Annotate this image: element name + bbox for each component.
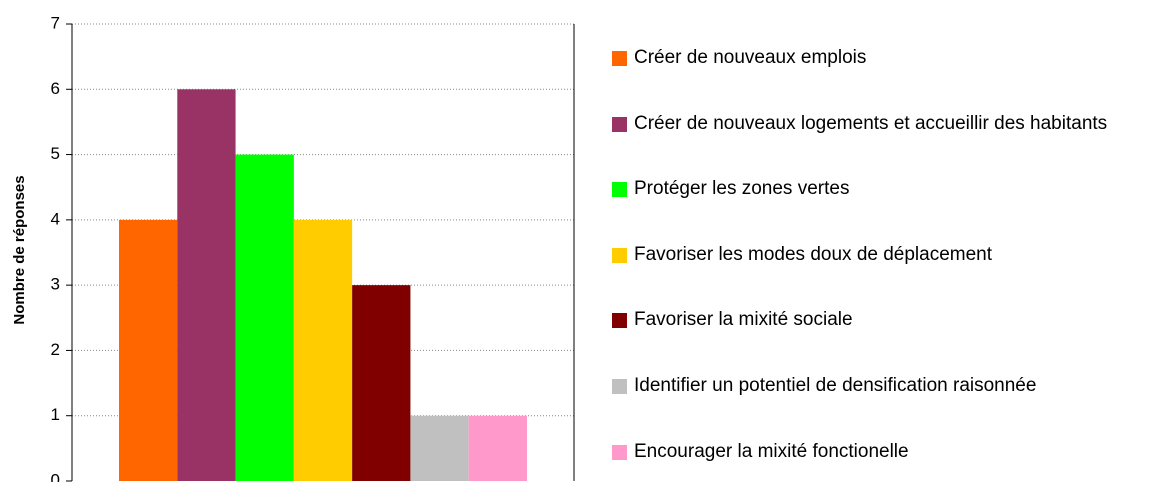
legend-swatch <box>612 313 627 329</box>
y-tick-label: 4 <box>51 209 60 228</box>
legend-item: Encourager la mixité fonctionelle <box>612 436 1168 467</box>
y-axis-label: Nombre de réponses <box>11 175 28 324</box>
y-tick-label: 2 <box>51 340 60 359</box>
legend-item: Créer de nouveaux logements et accueilli… <box>612 108 1168 139</box>
bar <box>352 285 411 481</box>
legend-item: Identifier un potentiel de densification… <box>612 370 1064 401</box>
legend-swatch <box>612 182 627 198</box>
legend-swatch <box>612 247 627 263</box>
legend-item: Favoriser les modes doux de déplacement <box>612 239 1168 270</box>
legend-label: Identifier un potentiel de densification… <box>634 375 1037 396</box>
legend-label: Favoriser les modes doux de déplacement <box>634 243 993 265</box>
legend-label: Favoriser la mixité sociale <box>634 309 853 331</box>
y-tick-label: 7 <box>51 13 60 32</box>
legend-item: Créer de nouveaux emplois <box>612 42 1168 73</box>
legend-swatch <box>612 51 627 66</box>
legend-label: Créer de nouveaux logements et accueilli… <box>634 112 1108 134</box>
legend-label: Encourager la mixité fonctionelle <box>634 440 909 462</box>
bar <box>119 219 178 481</box>
legend-swatch <box>612 116 627 132</box>
bar <box>468 415 527 481</box>
legend-item: Favoriser la mixité sociale <box>612 304 1168 335</box>
legend-swatch <box>612 444 627 460</box>
legend-label: Créer de nouveaux emplois <box>634 47 867 68</box>
bar <box>177 89 236 482</box>
y-tick-label: 3 <box>51 275 60 294</box>
y-tick-label: 1 <box>51 405 60 424</box>
legend-swatch <box>612 379 627 394</box>
legend-item: Protéger les zones vertes <box>612 173 1168 204</box>
y-tick-label: 5 <box>51 144 60 163</box>
bar <box>235 154 294 482</box>
bar <box>410 415 469 481</box>
y-tick-label: 6 <box>51 79 60 98</box>
y-tick-label: 0 <box>51 470 60 482</box>
bar <box>293 219 353 481</box>
legend-label: Protéger les zones vertes <box>634 178 850 200</box>
